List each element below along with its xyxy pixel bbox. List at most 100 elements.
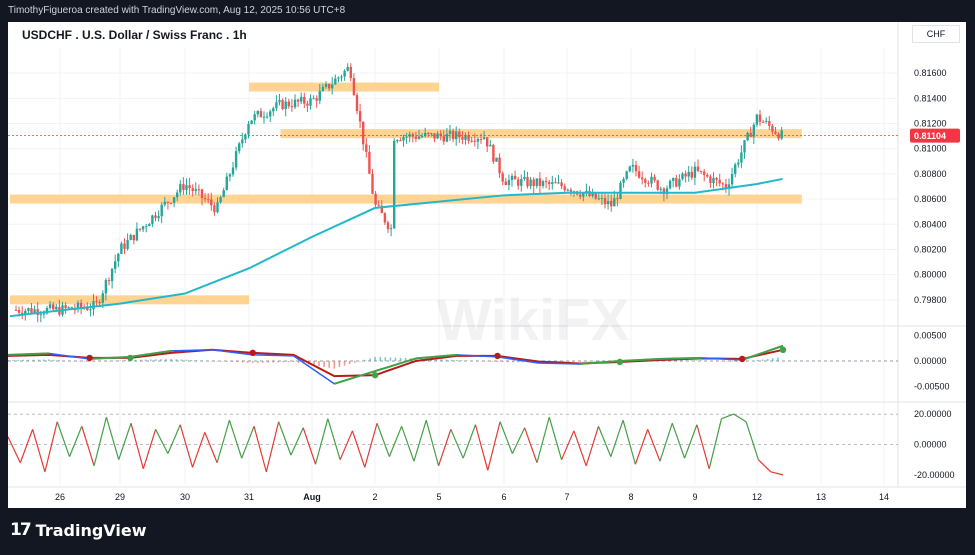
oscillator-segment <box>253 426 267 473</box>
candle-body <box>210 199 213 206</box>
macd-signal-line <box>7 348 784 378</box>
oscillator-segment <box>68 426 83 457</box>
candle-body <box>399 140 402 142</box>
candle-body <box>625 171 628 179</box>
macd-histogram-bar <box>338 360 341 368</box>
candle-body <box>154 215 157 219</box>
price-axis-label: 0.81600 <box>914 68 947 78</box>
oscillator-segment <box>487 421 501 471</box>
macd-bull-segment <box>741 344 784 361</box>
candle-body <box>114 261 117 269</box>
macd-histogram-bar <box>384 357 387 361</box>
oscillator-segment <box>696 424 710 469</box>
candle-body <box>727 184 731 189</box>
price-axis-label: 0.80600 <box>914 194 947 204</box>
candle-body <box>616 198 619 200</box>
candle-body <box>721 183 724 185</box>
oscillator-segment <box>770 471 784 476</box>
candle-body <box>486 137 489 147</box>
candle-body <box>504 181 507 186</box>
oscillator-segment <box>499 421 513 454</box>
macd-histogram-bar <box>241 360 244 363</box>
macd-histogram-bar <box>374 356 376 361</box>
candle-body <box>247 123 250 135</box>
candle-body <box>123 243 126 249</box>
macd-histogram-bar <box>379 357 382 361</box>
oscillator-segment <box>745 421 759 460</box>
candle-body <box>386 222 390 230</box>
price-axis-label: 0.81200 <box>914 119 947 129</box>
oscillator-segment <box>708 418 723 469</box>
chart-svg[interactable]: WikiFX 0.81600 0.81400 0.81200 0.81000 0.8080… <box>7 22 966 508</box>
oscillator-segment <box>32 429 46 473</box>
macd-histogram-bar <box>190 359 193 361</box>
oscillator-segment <box>548 416 563 460</box>
macd-histogram-bar <box>78 360 81 362</box>
oscillator-segment <box>413 420 427 462</box>
oscillator-segment <box>155 429 169 454</box>
candle-body <box>569 189 573 192</box>
oscillator-segment <box>105 416 120 460</box>
macd-histogram-bar <box>98 360 101 362</box>
macd-histogram-bar <box>700 360 703 361</box>
macd-histogram-bar <box>12 359 14 361</box>
macd-histogram-bar <box>7 359 9 361</box>
chart-area[interactable]: WikiFX 0.81600 0.81400 0.81200 0.81000 0.8080… <box>7 22 966 508</box>
oscillator-segment <box>474 424 489 471</box>
candle-body <box>579 194 582 197</box>
macd-histogram-bar <box>47 359 50 361</box>
macd-crossover-dot <box>86 354 93 362</box>
macd-histogram-bar <box>277 360 280 363</box>
candle-body <box>498 157 501 174</box>
candle-body <box>560 182 563 187</box>
macd-histogram-bar <box>206 360 208 362</box>
candle-body <box>278 100 281 103</box>
macd-histogram-bar <box>777 357 779 361</box>
candle-body <box>420 136 424 138</box>
candle-body <box>42 313 46 315</box>
candle-body <box>172 197 176 203</box>
candle-body <box>52 304 55 310</box>
currency-label[interactable]: CHF <box>912 25 960 43</box>
oscillator-segment <box>536 416 550 463</box>
candle-body <box>414 136 418 139</box>
tradingview-mark-icon: 17 <box>10 520 32 540</box>
candle-body <box>510 175 514 180</box>
candle-body <box>594 192 597 199</box>
candle-body <box>637 171 641 178</box>
candle-body <box>541 181 545 186</box>
candle-body <box>442 136 445 142</box>
macd-axis-label: 0.00500 <box>914 331 947 341</box>
moving-average-line <box>9 177 783 318</box>
macd-histogram-bar <box>756 360 759 361</box>
oscillator-segment <box>511 427 526 454</box>
candle-body <box>389 228 393 230</box>
macd-histogram-bar <box>221 360 223 362</box>
candle-body <box>668 180 672 189</box>
macd-histogram-bar <box>124 360 127 361</box>
oscillator-segment <box>216 420 231 463</box>
oscillator-segment <box>721 413 735 420</box>
macd-histogram-bar <box>17 359 19 361</box>
time-axis-label: 5 <box>436 492 441 502</box>
macd-histogram-bar <box>680 360 682 361</box>
tradingview-logo[interactable]: 17 TradingView <box>10 520 147 540</box>
candle-body <box>213 205 216 213</box>
time-axis-label: 2 <box>372 492 377 502</box>
candle-body <box>628 166 631 172</box>
candle-body <box>126 239 129 249</box>
candle-body <box>222 190 225 198</box>
oscillator-segment <box>351 430 366 468</box>
macd-bull-segment <box>130 349 172 358</box>
macd-histogram-bar <box>440 359 443 361</box>
candle-body <box>30 308 33 313</box>
candle-body <box>687 171 690 177</box>
macd-histogram-bar <box>175 359 178 361</box>
candle-body <box>145 226 148 228</box>
macd-histogram-bar <box>353 360 356 363</box>
time-axis-label: Aug <box>303 492 321 502</box>
candle-body <box>234 151 238 168</box>
macd-histogram-bar <box>511 360 514 363</box>
macd-histogram-bar <box>573 360 575 362</box>
macd-histogram-bar <box>578 360 580 362</box>
